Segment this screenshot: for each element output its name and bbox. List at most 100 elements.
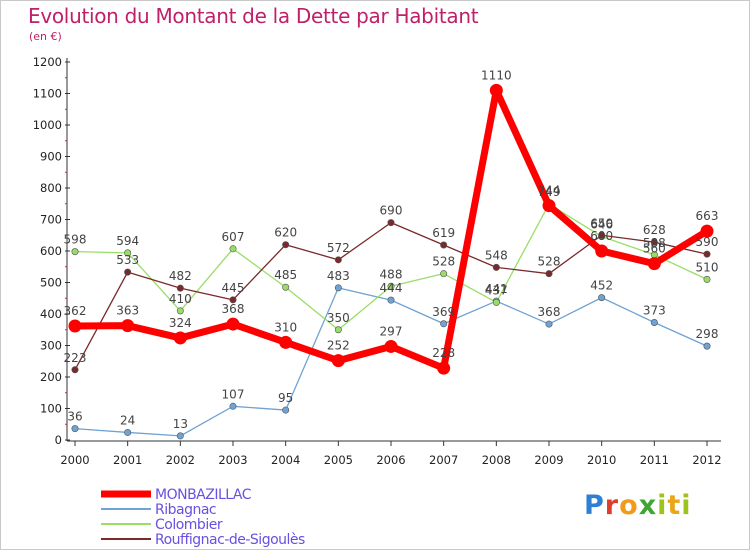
data-point xyxy=(650,319,658,327)
data-label: 572 xyxy=(327,241,350,255)
data-label: 223 xyxy=(64,351,87,365)
data-label: 485 xyxy=(274,268,297,282)
data-point xyxy=(334,256,342,264)
proxiti-logo: Proxiti xyxy=(584,490,692,521)
data-point xyxy=(650,238,658,246)
data-label: 13 xyxy=(173,417,188,431)
data-label: 36 xyxy=(67,410,82,424)
x-tick-label: 2004 xyxy=(271,453,300,467)
value-labels: 36 24 13 107 95 483 444 369 441 368 452 373 298 598 59… xyxy=(64,68,719,431)
data-label: 650 xyxy=(590,216,613,230)
data-point xyxy=(282,406,290,414)
logo-letter: x xyxy=(638,490,658,521)
data-point xyxy=(173,331,187,345)
y-tick-label: 0 xyxy=(55,433,62,447)
x-tick-label: 2006 xyxy=(376,453,405,467)
y-tick-label: 500 xyxy=(40,276,62,290)
x-tick-label: 2003 xyxy=(218,453,247,467)
x-tick-label: 2007 xyxy=(429,453,458,467)
data-label: 324 xyxy=(169,316,192,330)
data-label: 482 xyxy=(169,269,192,283)
data-label: 310 xyxy=(274,320,297,334)
logo-letter: r xyxy=(604,490,620,521)
data-label: 620 xyxy=(274,226,297,240)
data-point xyxy=(703,275,711,283)
data-label: 483 xyxy=(327,269,350,283)
y-tick-label: 300 xyxy=(40,339,62,353)
data-label: 663 xyxy=(696,209,719,223)
data-point xyxy=(71,366,79,374)
data-label: 588 xyxy=(643,236,666,250)
data-point xyxy=(71,425,79,433)
legend: MONBAZILLACRibagnacColombierRouffignac-d… xyxy=(101,487,306,548)
data-label: 445 xyxy=(222,281,245,295)
y-tick-label: 1200 xyxy=(33,55,62,69)
x-tick-label: 2012 xyxy=(692,453,721,467)
x-tick-label: 2002 xyxy=(166,453,195,467)
logo-letter: i xyxy=(657,490,668,521)
data-point xyxy=(282,241,290,249)
data-label: 533 xyxy=(116,253,139,267)
y-tick-label: 800 xyxy=(40,181,62,195)
y-tick-label: 1000 xyxy=(33,118,62,132)
x-tick-label: 2000 xyxy=(60,453,89,467)
logo-letter: o xyxy=(619,490,639,521)
data-point xyxy=(68,319,82,333)
data-point xyxy=(124,249,132,257)
data-point xyxy=(387,282,395,290)
data-point xyxy=(387,219,395,227)
legend-label: MONBAZILLAC xyxy=(155,487,252,503)
x-tick-label: 2010 xyxy=(587,453,616,467)
data-point xyxy=(226,317,240,331)
data-label: 548 xyxy=(485,248,508,262)
data-point xyxy=(440,241,448,249)
data-label: 362 xyxy=(64,304,87,318)
data-point xyxy=(492,263,500,271)
data-point xyxy=(489,83,503,97)
data-point xyxy=(229,296,237,304)
legend-label: Colombier xyxy=(155,517,223,533)
data-point xyxy=(71,248,79,256)
data-point xyxy=(176,432,184,440)
data-label: 598 xyxy=(64,233,87,247)
y-tick-label: 900 xyxy=(40,150,62,164)
data-label: 1110 xyxy=(481,68,512,82)
data-label: 410 xyxy=(169,292,192,306)
y-tick-label: 200 xyxy=(40,370,62,384)
data-point xyxy=(598,231,606,239)
x-tick-label: 2005 xyxy=(324,453,353,467)
chart-subtitle: (en €) xyxy=(29,30,62,43)
data-label: 228 xyxy=(432,346,455,360)
data-label: 528 xyxy=(538,255,561,269)
data-label: 690 xyxy=(380,204,403,218)
data-point xyxy=(598,294,606,302)
x-tick-label: 2009 xyxy=(534,453,563,467)
y-tick-label: 700 xyxy=(40,213,62,227)
data-label: 510 xyxy=(696,260,719,274)
data-label: 594 xyxy=(116,234,139,248)
data-label: 619 xyxy=(432,226,455,240)
data-point xyxy=(124,268,132,276)
data-point xyxy=(703,250,711,258)
series-points xyxy=(68,83,714,440)
data-point xyxy=(229,402,237,410)
data-label: 107 xyxy=(222,387,245,401)
data-point xyxy=(176,307,184,315)
data-point xyxy=(387,296,395,304)
data-label: 749 xyxy=(538,185,561,199)
x-tick-label: 2008 xyxy=(482,453,511,467)
data-point xyxy=(437,361,451,375)
data-label: 24 xyxy=(120,413,135,427)
data-label: 297 xyxy=(380,324,403,338)
data-label: 628 xyxy=(643,223,666,237)
data-label: 560 xyxy=(643,242,666,256)
data-label: 600 xyxy=(590,229,613,243)
logo-letter: i xyxy=(681,490,692,521)
data-point xyxy=(176,284,184,292)
series-lines xyxy=(71,86,711,437)
data-label: 441 xyxy=(485,282,508,296)
data-label: 528 xyxy=(432,255,455,269)
data-label: 744 xyxy=(538,184,561,198)
